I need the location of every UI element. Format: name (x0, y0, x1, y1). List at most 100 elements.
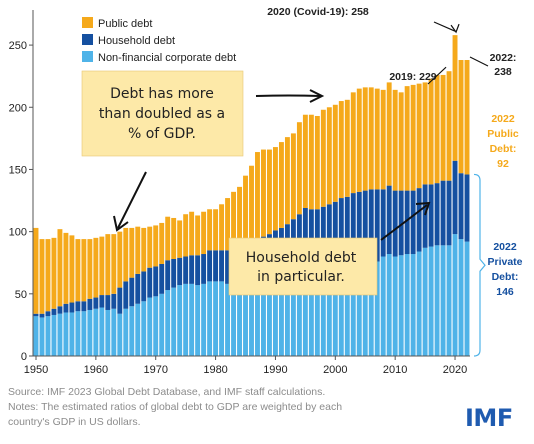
source-note: Source: IMF 2023 Global Debt Database, a… (8, 386, 326, 398)
bar-public (147, 226, 153, 268)
bar-household (135, 273, 141, 304)
bar-public (392, 89, 398, 191)
bar-public (111, 234, 117, 294)
bar-household (75, 301, 81, 312)
note-box-household-text: in particular. (257, 269, 345, 285)
bar-public (404, 86, 410, 191)
bar-corporate (386, 254, 392, 356)
bar-household (428, 184, 434, 247)
note-box-text: Debt has more (110, 86, 214, 102)
bar-household (129, 277, 135, 307)
bar-public (51, 237, 57, 309)
bar-public (201, 211, 207, 255)
bar-corporate (147, 297, 153, 356)
bar-household (440, 180, 446, 246)
bar-household (219, 250, 225, 282)
bar-corporate (338, 268, 344, 356)
bar-household (338, 198, 344, 269)
bar-corporate (302, 278, 308, 356)
bar-corporate (290, 278, 296, 356)
private-debt-label: 146 (496, 286, 514, 298)
bar-public (45, 239, 51, 312)
arrow-2019 (427, 66, 447, 85)
bar-corporate (123, 308, 129, 356)
bar-public (326, 107, 332, 205)
bar-corporate (440, 245, 446, 356)
public-debt-label: 2022 (491, 113, 515, 125)
bar-household (39, 313, 45, 318)
bar-public (249, 165, 254, 245)
bar-household (404, 190, 410, 255)
axes-group: 0 50 100 150 200 250 1950 1960 1970 1980 1990 2000 2… (9, 10, 470, 376)
bar-corporate (135, 303, 141, 356)
bar-corporate (93, 308, 99, 356)
bar-corporate (356, 266, 362, 356)
bar-public (57, 229, 63, 307)
bar-corporate (153, 296, 159, 356)
bar-corporate (165, 290, 171, 356)
bar-public (237, 186, 242, 248)
bar-household (45, 311, 51, 317)
bar-public (398, 92, 404, 191)
bar-public (225, 198, 231, 251)
bar-corporate (320, 273, 326, 356)
bar-corporate (81, 311, 87, 356)
y-tick-label: 200 (9, 102, 27, 114)
bar-public (75, 239, 81, 302)
bar-household (416, 188, 422, 252)
bar-public (105, 234, 111, 296)
arrow-household-head (415, 201, 431, 216)
bar-household (380, 189, 386, 257)
bar-public (314, 115, 320, 210)
bar-corporate (344, 268, 350, 356)
bar-corporate (45, 316, 51, 356)
bar-household (398, 190, 404, 256)
bar-corporate (446, 245, 452, 356)
note-box-text: than doubled as a (99, 106, 225, 122)
bar-corporate (416, 251, 422, 356)
bar-corporate (69, 312, 75, 356)
arrow-down-head (113, 215, 129, 232)
x-tick-label: 1980 (203, 364, 227, 376)
bar-public (458, 60, 464, 174)
bar-household (392, 190, 398, 257)
bar-public (332, 104, 338, 202)
bar-household (99, 295, 105, 308)
bar-public (368, 87, 374, 190)
bar-public (87, 239, 93, 299)
bar-public (272, 147, 278, 231)
private-debt-bracket (473, 173, 486, 357)
bar-corporate (284, 278, 290, 356)
bar-corporate (51, 314, 57, 356)
bar-corporate (368, 263, 374, 356)
bar-corporate (410, 254, 416, 356)
bar-corporate (177, 285, 183, 356)
bar-public (452, 35, 458, 161)
bar-corporate (428, 246, 434, 356)
imf-logo: IMF (465, 404, 513, 432)
bar-household (356, 191, 362, 267)
bar-corporate (189, 283, 195, 356)
arrow-right-head (309, 89, 325, 103)
bar-household (422, 184, 428, 248)
legend: Public debt Household debt Non-financial c… (82, 17, 236, 64)
bar-household (87, 298, 93, 310)
bar-household (93, 297, 99, 309)
bar-household (350, 193, 356, 268)
bar-household (33, 313, 39, 317)
bar-household (201, 254, 207, 284)
bar-household (446, 180, 452, 246)
legend-swatch (82, 17, 93, 28)
bar-public (255, 152, 260, 241)
bar-corporate (141, 301, 147, 356)
bar-corporate (57, 313, 63, 356)
bar-corporate (249, 281, 254, 356)
bar-household (195, 255, 201, 286)
bar-corporate (404, 254, 410, 356)
bar-household (105, 295, 111, 310)
bar-corporate (434, 245, 440, 356)
legend-label: Public debt (98, 18, 152, 30)
x-tick-label: 1970 (143, 364, 167, 376)
notes-line-1: Notes: The estimated ratios of global de… (8, 401, 343, 413)
bar-public (290, 133, 296, 220)
